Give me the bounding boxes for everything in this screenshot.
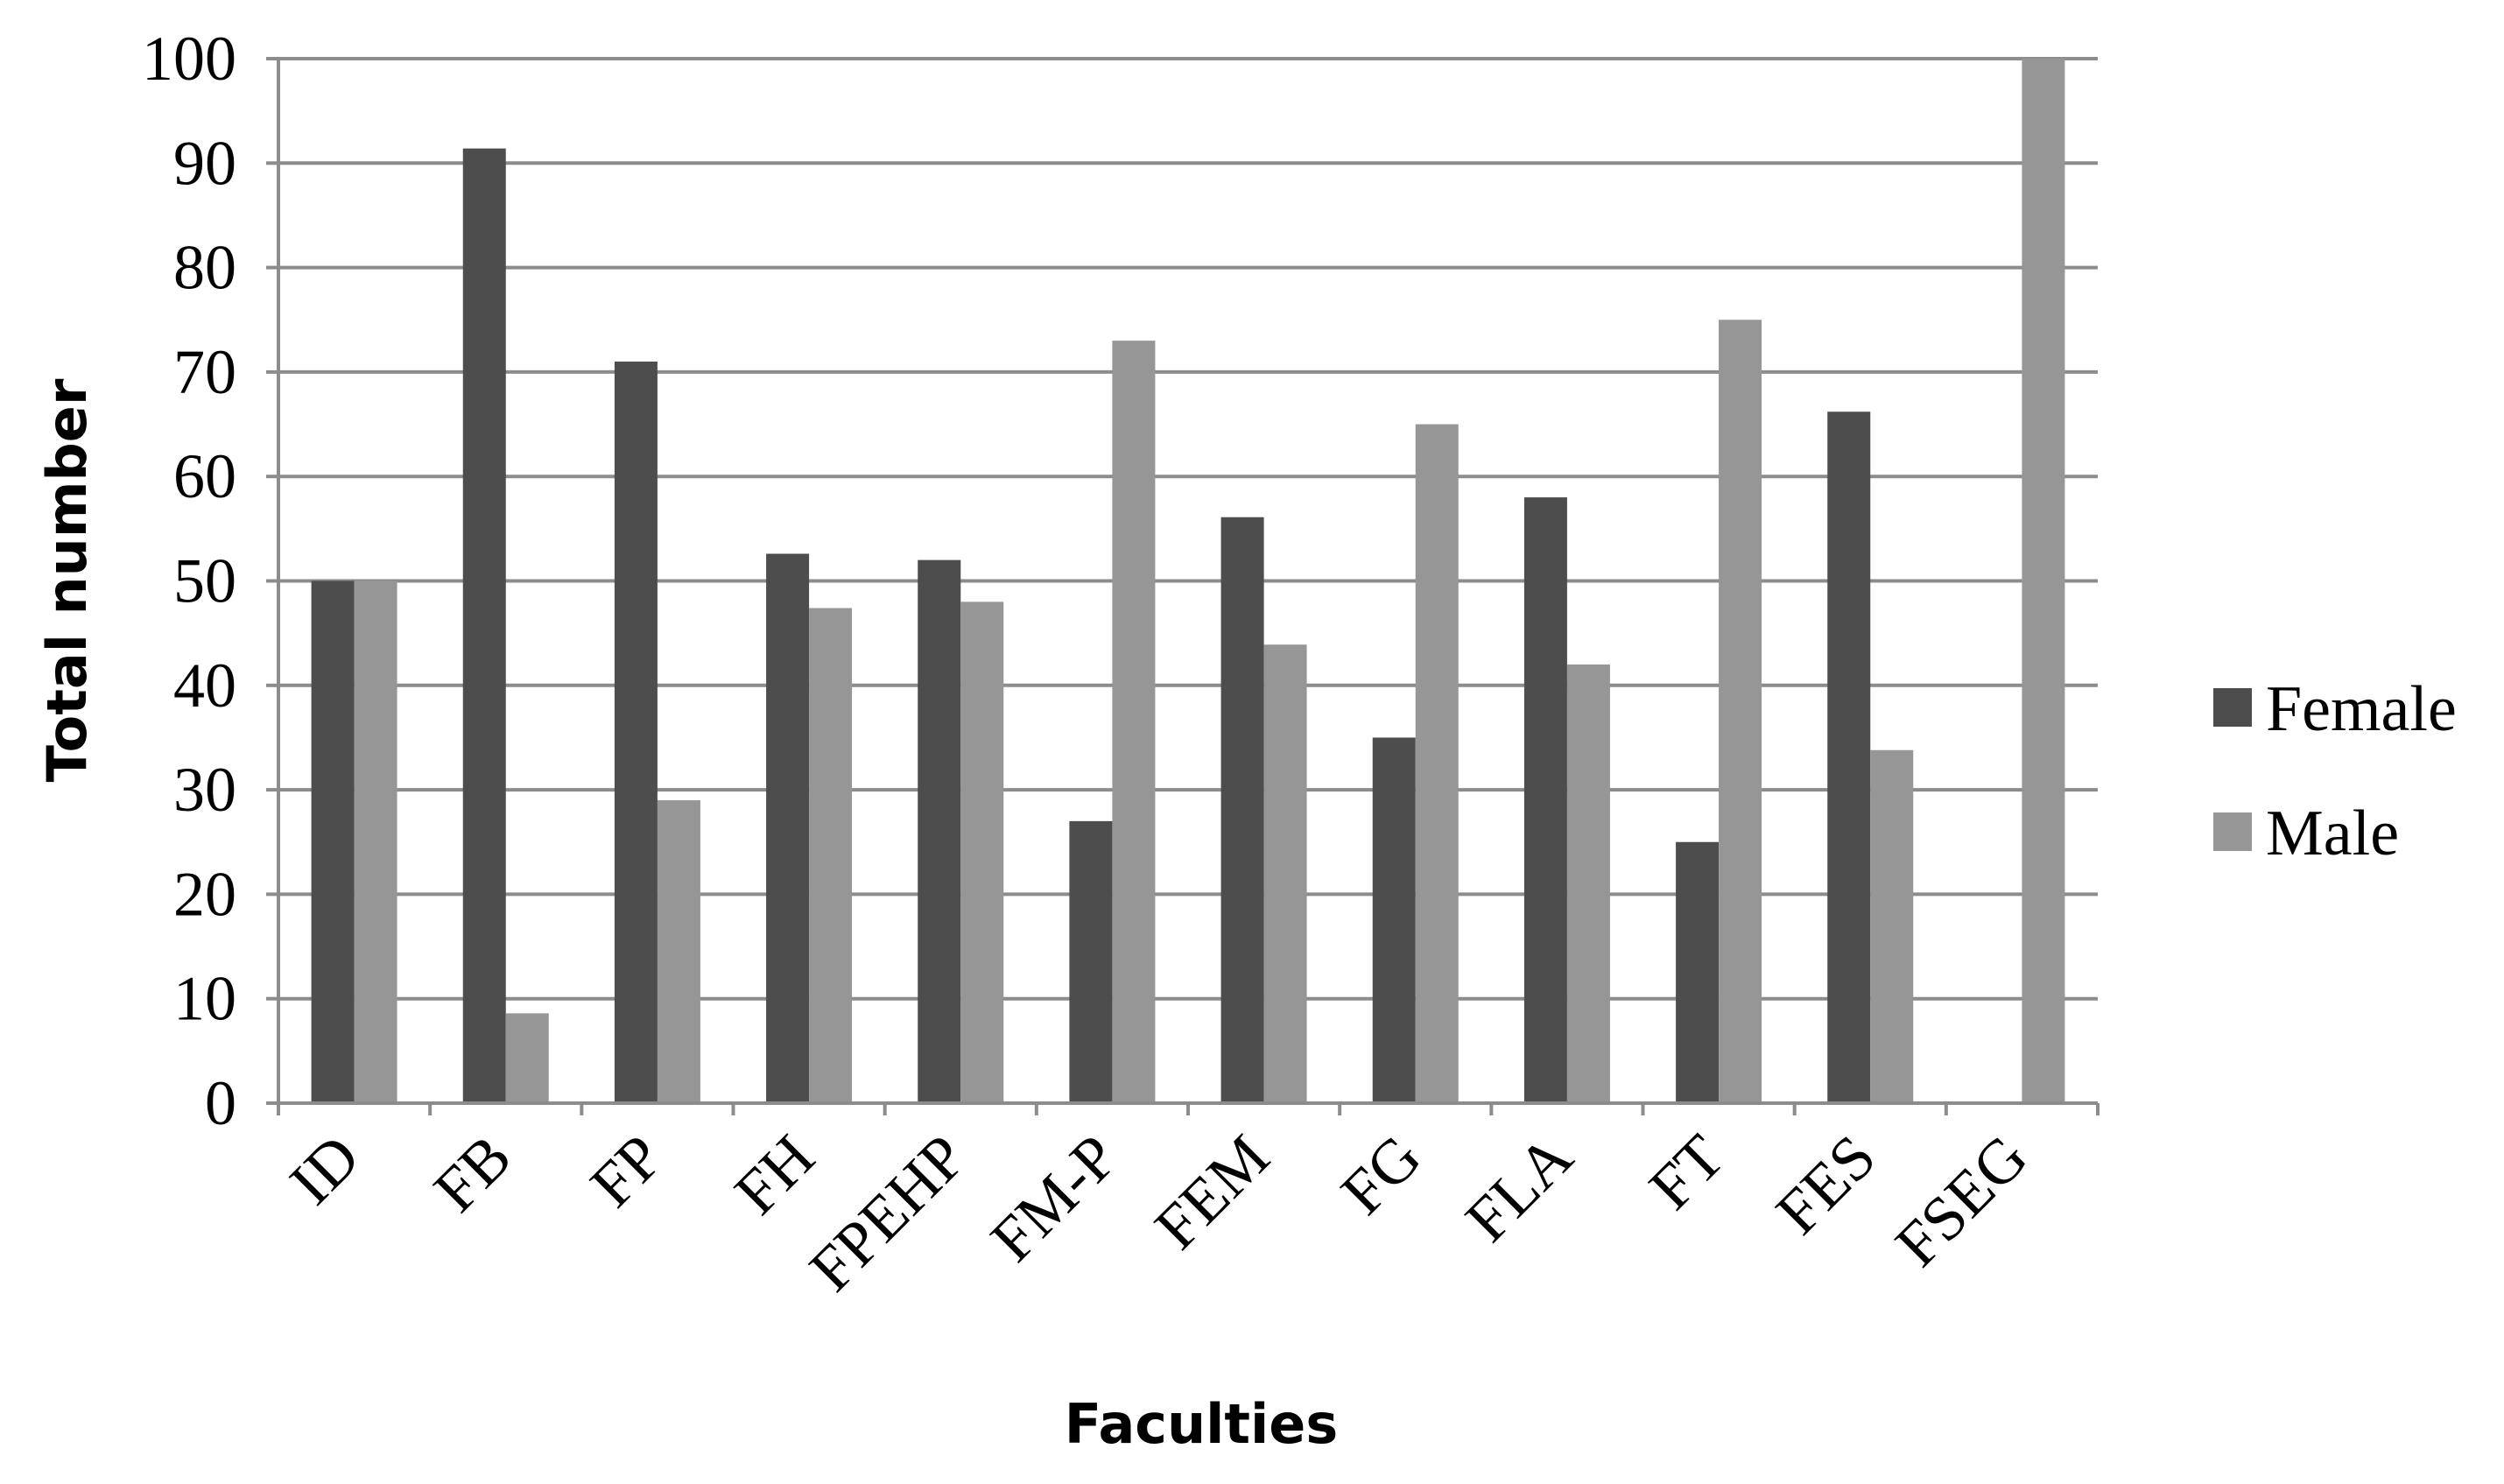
bar-female-fb — [462, 148, 506, 1103]
bar-female-fla — [1523, 497, 1567, 1103]
x-tick-label: FEM — [1142, 1122, 1283, 1262]
bar-male-ft — [1719, 320, 1762, 1103]
y-tick-labels: 0 10 20 30 40 50 60 70 80 90 100 — [142, 24, 236, 1138]
x-tick-label: FP — [577, 1122, 676, 1220]
x-axis-title: Faculties — [1065, 1392, 1339, 1456]
x-tick-label: FH — [721, 1122, 828, 1228]
y-tick-label: 50 — [173, 546, 236, 616]
bar-male-fm-p — [1112, 341, 1156, 1103]
x-tick-label: FPEHP — [796, 1122, 979, 1305]
legend-swatch-male — [2213, 812, 2252, 851]
bar-male-fp — [657, 800, 700, 1103]
legend: Female Male — [2213, 673, 2457, 869]
y-tick-label: 100 — [142, 24, 236, 94]
y-tick-label: 70 — [173, 337, 236, 407]
bar-female-fes — [1827, 411, 1871, 1103]
x-tick-label: FG — [1327, 1122, 1434, 1228]
x-tick-label: FT — [1635, 1122, 1737, 1223]
y-axis-title: Total number — [35, 378, 99, 782]
x-tick-label: FLA — [1452, 1122, 1586, 1255]
legend-swatch-female — [2213, 688, 2252, 727]
y-tick-label: 60 — [173, 441, 236, 511]
bar-male-fseg — [2022, 59, 2065, 1103]
bar-male-fem — [1263, 644, 1307, 1103]
bar-male-fh — [809, 608, 853, 1103]
x-tick-label: FSEG — [1882, 1122, 2041, 1280]
axes — [266, 57, 2100, 1115]
bar-male-fpehp — [960, 601, 1004, 1103]
bar-male-fes — [1870, 749, 1914, 1103]
y-tick-label: 10 — [173, 964, 236, 1034]
y-tick-label: 90 — [173, 128, 236, 198]
bar-female-fpehp — [918, 559, 961, 1103]
bars — [311, 59, 2065, 1104]
bar-male-fg — [1415, 424, 1459, 1103]
bar-female-fm-p — [1069, 820, 1113, 1103]
x-tick-label: FB — [420, 1122, 524, 1226]
bar-female-fem — [1220, 517, 1264, 1103]
bar-female-id — [311, 580, 355, 1103]
y-tick-label: 30 — [173, 755, 236, 825]
bar-female-fg — [1372, 737, 1416, 1103]
legend-label-female: Female — [2266, 673, 2457, 745]
gridlines — [278, 57, 2098, 1001]
bar-female-fp — [614, 361, 658, 1104]
bar-female-ft — [1676, 841, 1720, 1103]
bar-male-id — [354, 580, 397, 1103]
x-tick-label: FM-P — [977, 1122, 1130, 1275]
y-tick-label: 0 — [205, 1068, 236, 1138]
legend-label-male: Male — [2266, 798, 2399, 869]
x-tick-label: ID — [277, 1122, 373, 1218]
bar-male-fla — [1566, 664, 1610, 1103]
y-tick-label: 80 — [173, 233, 236, 303]
y-tick-label: 20 — [173, 859, 236, 929]
bar-female-fh — [766, 553, 810, 1103]
x-tick-label: FES — [1762, 1122, 1889, 1248]
bar-male-fb — [505, 1013, 549, 1103]
y-tick-label: 40 — [173, 651, 236, 721]
